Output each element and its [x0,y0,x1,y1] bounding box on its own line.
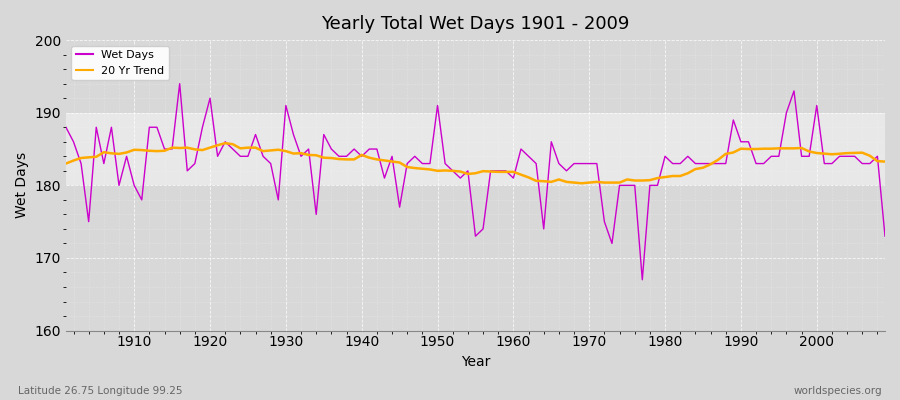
Legend: Wet Days, 20 Yr Trend: Wet Days, 20 Yr Trend [71,46,169,80]
Bar [66,113,885,185]
Title: Yearly Total Wet Days 1901 - 2009: Yearly Total Wet Days 1901 - 2009 [321,15,630,33]
X-axis label: Year: Year [461,355,491,369]
Text: worldspecies.org: worldspecies.org [794,386,882,396]
Text: Latitude 26.75 Longitude 99.25: Latitude 26.75 Longitude 99.25 [18,386,183,396]
Y-axis label: Wet Days: Wet Days [15,152,29,218]
